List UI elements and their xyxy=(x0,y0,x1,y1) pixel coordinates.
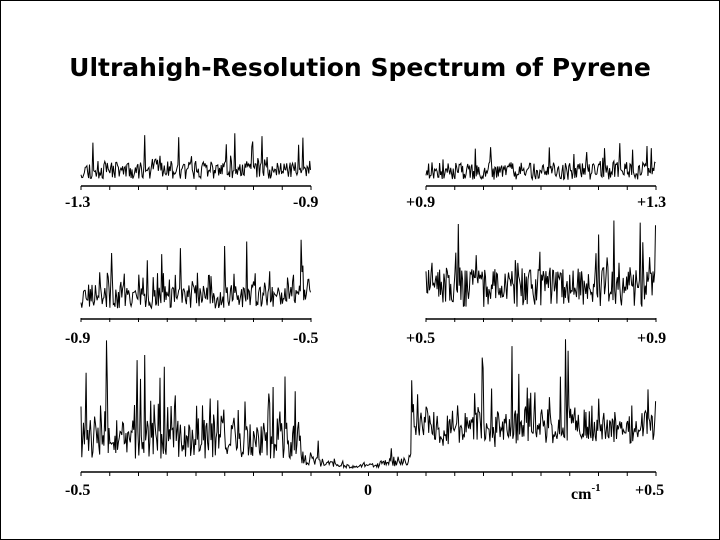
unit-label: cm-1 xyxy=(571,482,601,503)
tick-label-top-left-end: -0.9 xyxy=(293,194,318,211)
tick-label-top-left-start: -1.3 xyxy=(65,194,90,211)
tick-label-top-right-start: +0.9 xyxy=(406,194,435,211)
tick-label-middle-right-end: +0.9 xyxy=(637,330,666,347)
tick-label-middle-right-start: +0.5 xyxy=(406,330,435,347)
panel-bottom: -0.5 0 +0.5 cm-1 xyxy=(65,339,664,503)
ticks-middle-right xyxy=(425,318,657,322)
unit-label-exponent: -1 xyxy=(591,482,600,494)
spectrum-trace-top-right xyxy=(425,143,656,182)
spectrum-trace-top-left xyxy=(80,133,311,180)
ticks-bottom xyxy=(80,472,657,476)
ticks-middle-left xyxy=(80,318,312,322)
tick-label-bottom-start: -0.5 xyxy=(65,482,90,499)
unit-label-base: cm xyxy=(571,486,592,503)
panel-top-right: +0.9 +1.3 xyxy=(406,143,666,211)
panel-middle-left: -0.9 -0.5 xyxy=(65,239,318,347)
slide-title: Ultrahigh-Resolution Spectrum of Pyrene xyxy=(69,53,651,82)
spectrum-trace-bottom xyxy=(80,339,657,470)
tick-label-bottom-end: +0.5 xyxy=(635,482,664,499)
ticks-top-left xyxy=(80,186,312,190)
tick-label-bottom-middle: 0 xyxy=(364,482,372,499)
tick-label-top-right-end: +1.3 xyxy=(637,194,666,211)
panel-top-left: -1.3 -0.9 xyxy=(65,133,318,211)
panel-middle-right: +0.5 +0.9 xyxy=(406,220,666,347)
spectrum-trace-middle-right xyxy=(425,220,656,307)
spectrum-trace-middle-left xyxy=(80,239,311,310)
tick-label-middle-left-end: -0.5 xyxy=(293,330,318,347)
tick-label-middle-left-start: -0.9 xyxy=(65,330,90,347)
ticks-top-right xyxy=(425,186,657,190)
